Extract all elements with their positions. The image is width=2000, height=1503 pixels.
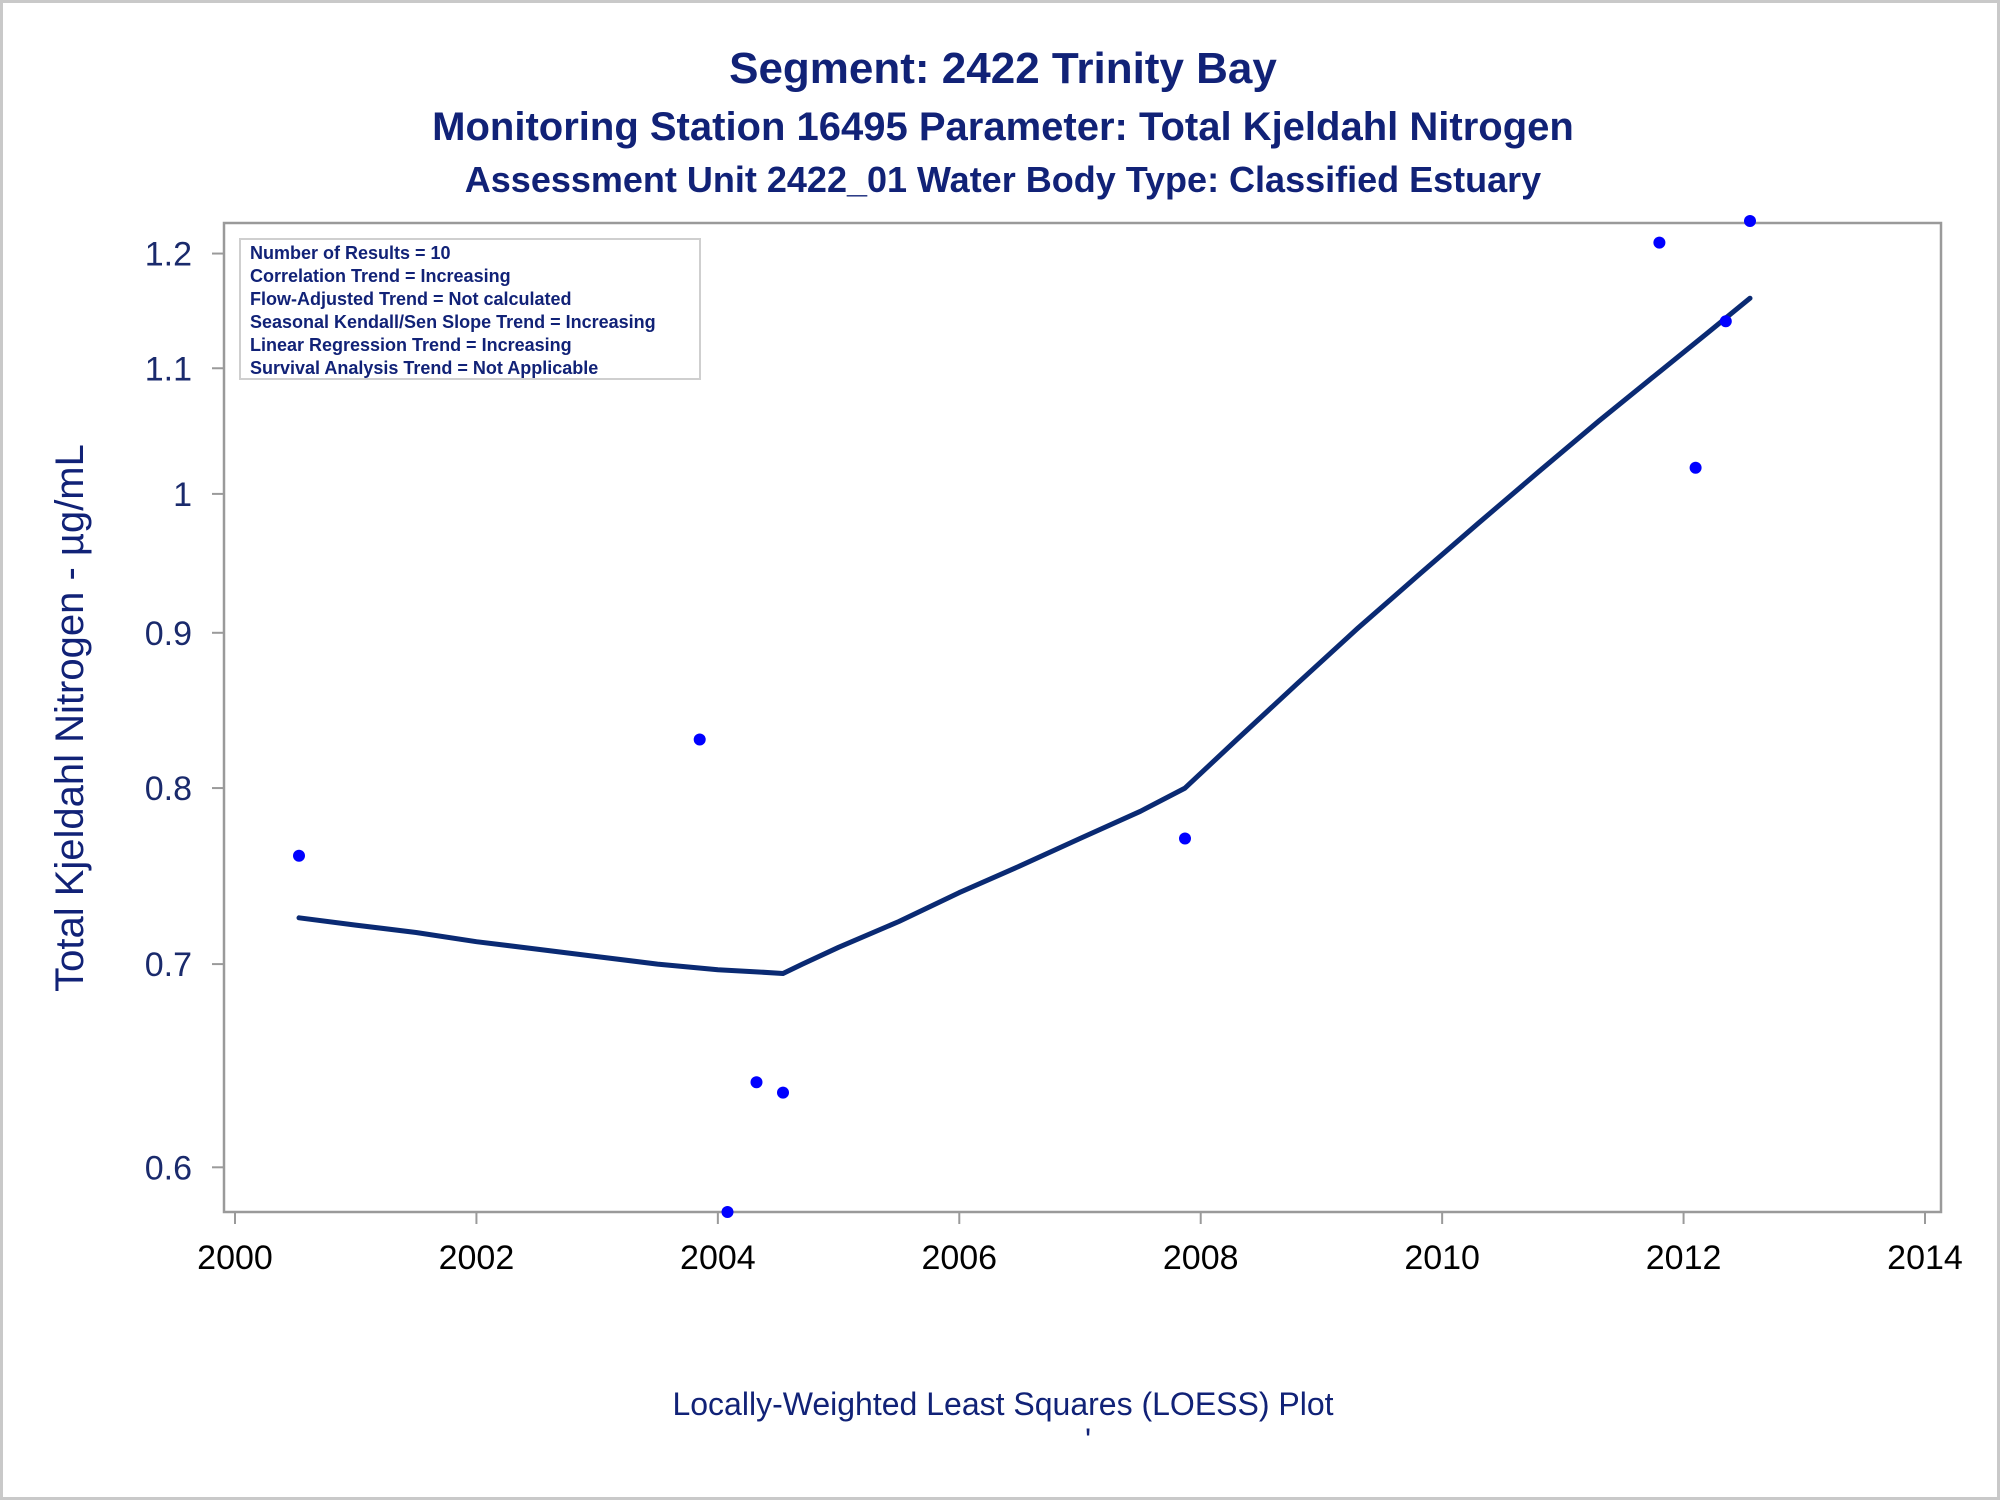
data-point [721,1206,734,1218]
loess-line [296,295,1753,976]
info-line: Linear Regression Trend = Increasing [250,335,572,355]
y-axis: 0.6 0.7 0.8 0.9 1 1.1 1.2 [145,236,224,1187]
chart-subtitle: Monitoring Station 16495 Parameter: Tota… [432,105,1574,149]
y-tick-label: 0.7 [145,946,192,984]
chart-footnote: Locally-Weighted Least Squares (LOESS) P… [672,1386,1333,1422]
data-point [293,849,305,862]
plot-area [222,221,1943,1214]
y-tick-label: 0.6 [145,1149,192,1187]
data-point [1689,461,1702,474]
y-tick-label: 0.8 [145,770,192,808]
info-legend-box: Number of Results = 10 Correlation Trend… [239,238,701,380]
data-point [750,1076,763,1089]
info-line: Number of Results = 10 [250,243,451,263]
x-tick-label: 2014 [1887,1239,1963,1277]
chart-subtitle-2: Assessment Unit 2422_01 Water Body Type:… [465,159,1541,200]
chart-title: Segment: 2422 Trinity Bay [729,44,1277,93]
x-tick-label: 2002 [439,1239,515,1277]
data-point [1744,215,1756,227]
y-tick-label: 1.2 [145,236,192,274]
y-axis-label: Total Kjeldahl Nitrogen - µg/mL [48,444,92,992]
x-tick-label: 2010 [1404,1239,1480,1277]
info-line: Correlation Trend = Increasing [250,266,511,286]
chart-svg: Segment: 2422 Trinity Bay Monitoring Sta… [48,44,1963,1458]
y-tick-label: 1.1 [145,350,192,388]
info-line: Flow-Adjusted Trend = Not calculated [250,289,572,309]
info-line: Survival Analysis Trend = Not Applicable [250,358,598,378]
x-tick-label: 2000 [197,1239,273,1277]
info-box-border [239,238,701,380]
y-tick-label: 0.9 [145,615,192,653]
x-tick-label: 2008 [1163,1239,1239,1277]
x-tick-label: 2004 [680,1239,756,1277]
info-line: Seasonal Kendall/Sen Slope Trend = Incre… [250,312,656,332]
x-axis: 2000 2002 2004 2006 2008 2010 2012 2014 [197,1212,1963,1277]
y-tick-label: 1 [173,476,192,514]
data-point [693,733,706,746]
x-tick-label: 2006 [921,1239,997,1277]
data-point [777,1086,789,1099]
x-tick-label: 2012 [1646,1239,1722,1277]
data-point [1653,236,1666,249]
series-group [293,215,1756,1218]
chart-footnote-mark: ' [1085,1422,1091,1458]
data-point [1179,832,1191,845]
data-point [1719,315,1732,328]
